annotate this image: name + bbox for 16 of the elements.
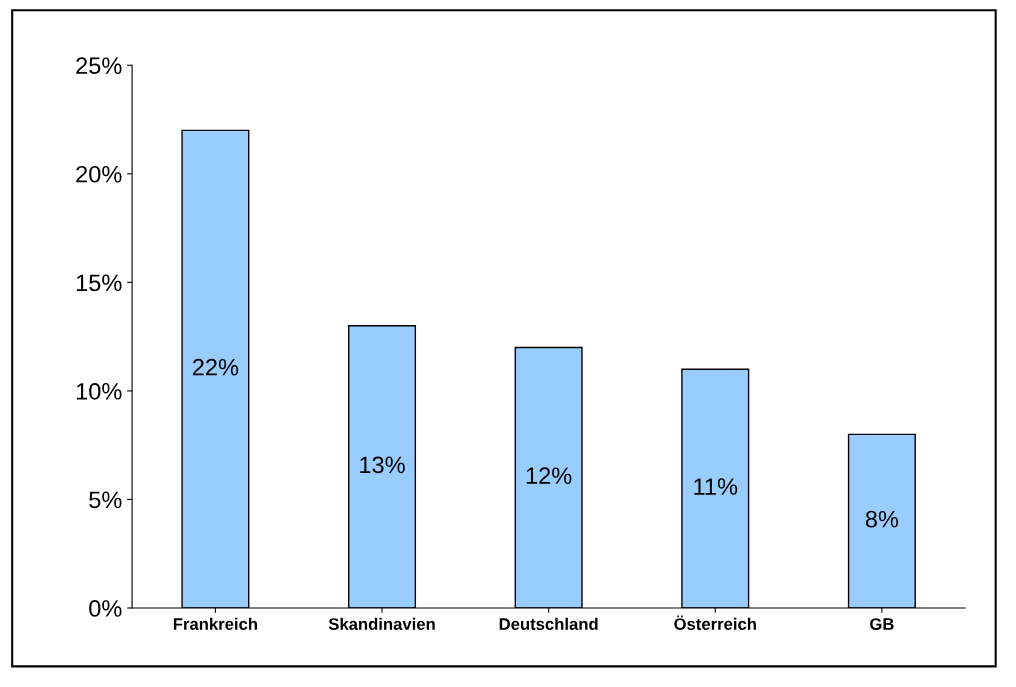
x-tick-label: GB	[870, 618, 894, 630]
y-tick-label: 20%	[76, 165, 122, 183]
y-tick-label: 0%	[89, 600, 122, 617]
y-tick-label: 5%	[89, 491, 122, 509]
data-label: 13%	[360, 456, 405, 474]
data-label: 12%	[526, 467, 572, 484]
data-label: 11%	[694, 478, 738, 495]
y-tick-label: 25%	[76, 57, 122, 75]
data-label: 22%	[192, 358, 239, 376]
y-tick-label: 10%	[76, 382, 122, 400]
x-tick-label: Skandinavien	[328, 617, 435, 630]
x-tick-label: Deutschland	[499, 617, 598, 630]
x-tick-label: Frankreich	[173, 617, 257, 630]
y-tick-label: 15%	[76, 274, 122, 292]
x-tick-label: Österreich	[674, 615, 756, 630]
data-label: 8%	[865, 510, 899, 528]
